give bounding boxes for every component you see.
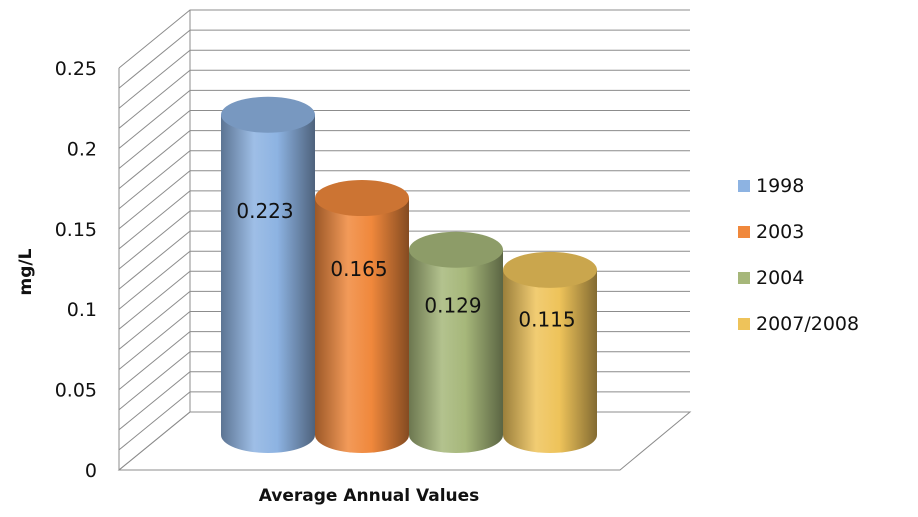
bar-top [503,251,597,288]
y-axis-label: mg/L [16,248,36,295]
y-tick-label: 0.2 [67,138,97,160]
data-label: 0.115 [518,307,575,331]
bars [221,96,597,453]
data-labels: 0.223 0.165 0.129 0.115 [236,199,575,332]
legend-swatch [738,180,750,192]
legend-swatch [738,226,750,238]
bar-body [315,198,409,453]
bar-2007-2008 [503,251,597,453]
gridline [118,250,690,310]
gridline [118,49,690,109]
legend: 1998 2003 2004 2007/2008 [738,175,859,335]
data-label: 0.223 [236,199,293,223]
legend-item: 2003 [738,221,804,243]
legend-item: 2007/2008 [738,313,859,335]
y-axis-ticks: 0 0.05 0.1 0.15 0.2 0.25 [55,58,97,482]
y-tick-label: 0 [85,460,97,482]
data-label: 0.129 [424,293,481,317]
bar-body [409,249,503,453]
gridline [118,190,690,250]
y-tick-label: 0.05 [55,380,97,402]
gridline [118,9,690,69]
y-tick-label: 0.15 [55,219,97,241]
y-tick-label: 0.1 [67,299,97,321]
legend-label: 1998 [756,175,804,197]
gridline [118,230,690,290]
gridline [118,89,690,149]
gridline [118,210,690,270]
gridline [118,170,690,230]
legend-item: 1998 [738,175,804,197]
legend-label: 2003 [756,221,804,243]
bar-body [221,114,315,453]
gridline [118,150,690,210]
legend-label: 2007/2008 [756,313,859,335]
legend-item: 2004 [738,267,804,289]
legend-swatch [738,318,750,330]
bar-top [409,231,503,268]
gridline [118,110,690,169]
bar-2003 [315,180,409,453]
x-axis-label: Average Annual Values [259,486,480,506]
legend-label: 2004 [756,267,804,289]
y-tick-label: 0.25 [55,58,97,80]
legend-swatch [738,272,750,284]
gridline [118,69,690,129]
bar-1998 [221,96,315,453]
bar-2004 [409,231,503,453]
bar-top [315,180,409,217]
gridline [118,130,690,189]
bar-body [503,269,597,453]
gridlines [118,9,690,471]
gridline [118,29,690,89]
bar-top [221,96,315,133]
data-label: 0.165 [330,257,387,281]
